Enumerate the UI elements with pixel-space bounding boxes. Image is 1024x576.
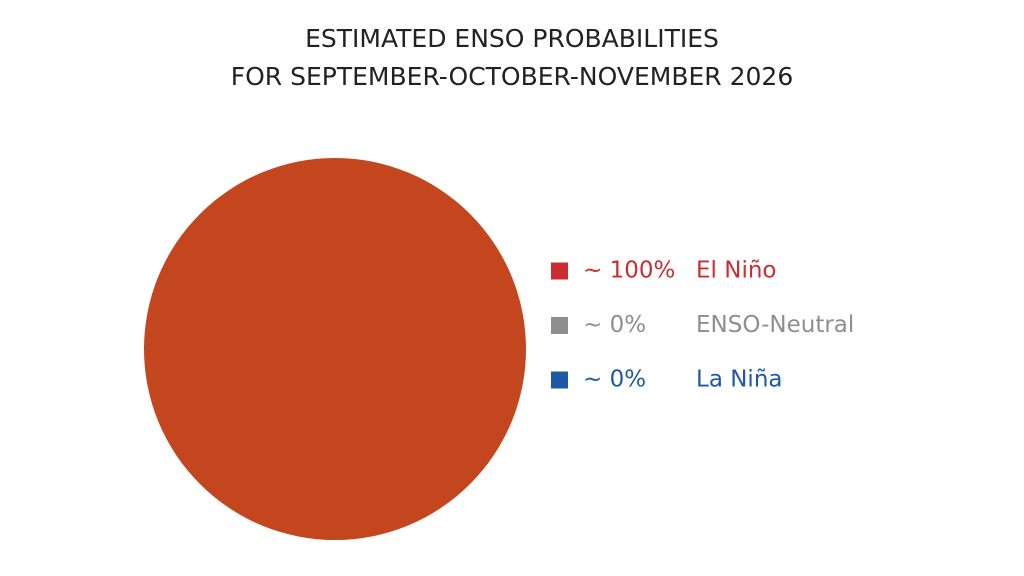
legend-value-label: ~ 0% xyxy=(583,312,646,338)
legend-label: ENSO-Neutral xyxy=(696,312,854,338)
legend-swatch xyxy=(551,262,568,280)
legend-label: El Niño xyxy=(696,258,776,284)
legend-swatch xyxy=(551,317,568,334)
legend-swatch xyxy=(551,371,568,389)
pie-slice xyxy=(144,158,526,540)
chart-subtitle: FOR SEPTEMBER-OCTOBER-NOVEMBER 2026 xyxy=(231,62,793,91)
legend-value-label: ~ 0% xyxy=(583,367,646,393)
chart-title: ESTIMATED ENSO PROBABILITIES xyxy=(305,24,719,53)
legend-label: La Niña xyxy=(696,367,783,393)
legend-value-label: ~ 100% xyxy=(583,258,675,284)
